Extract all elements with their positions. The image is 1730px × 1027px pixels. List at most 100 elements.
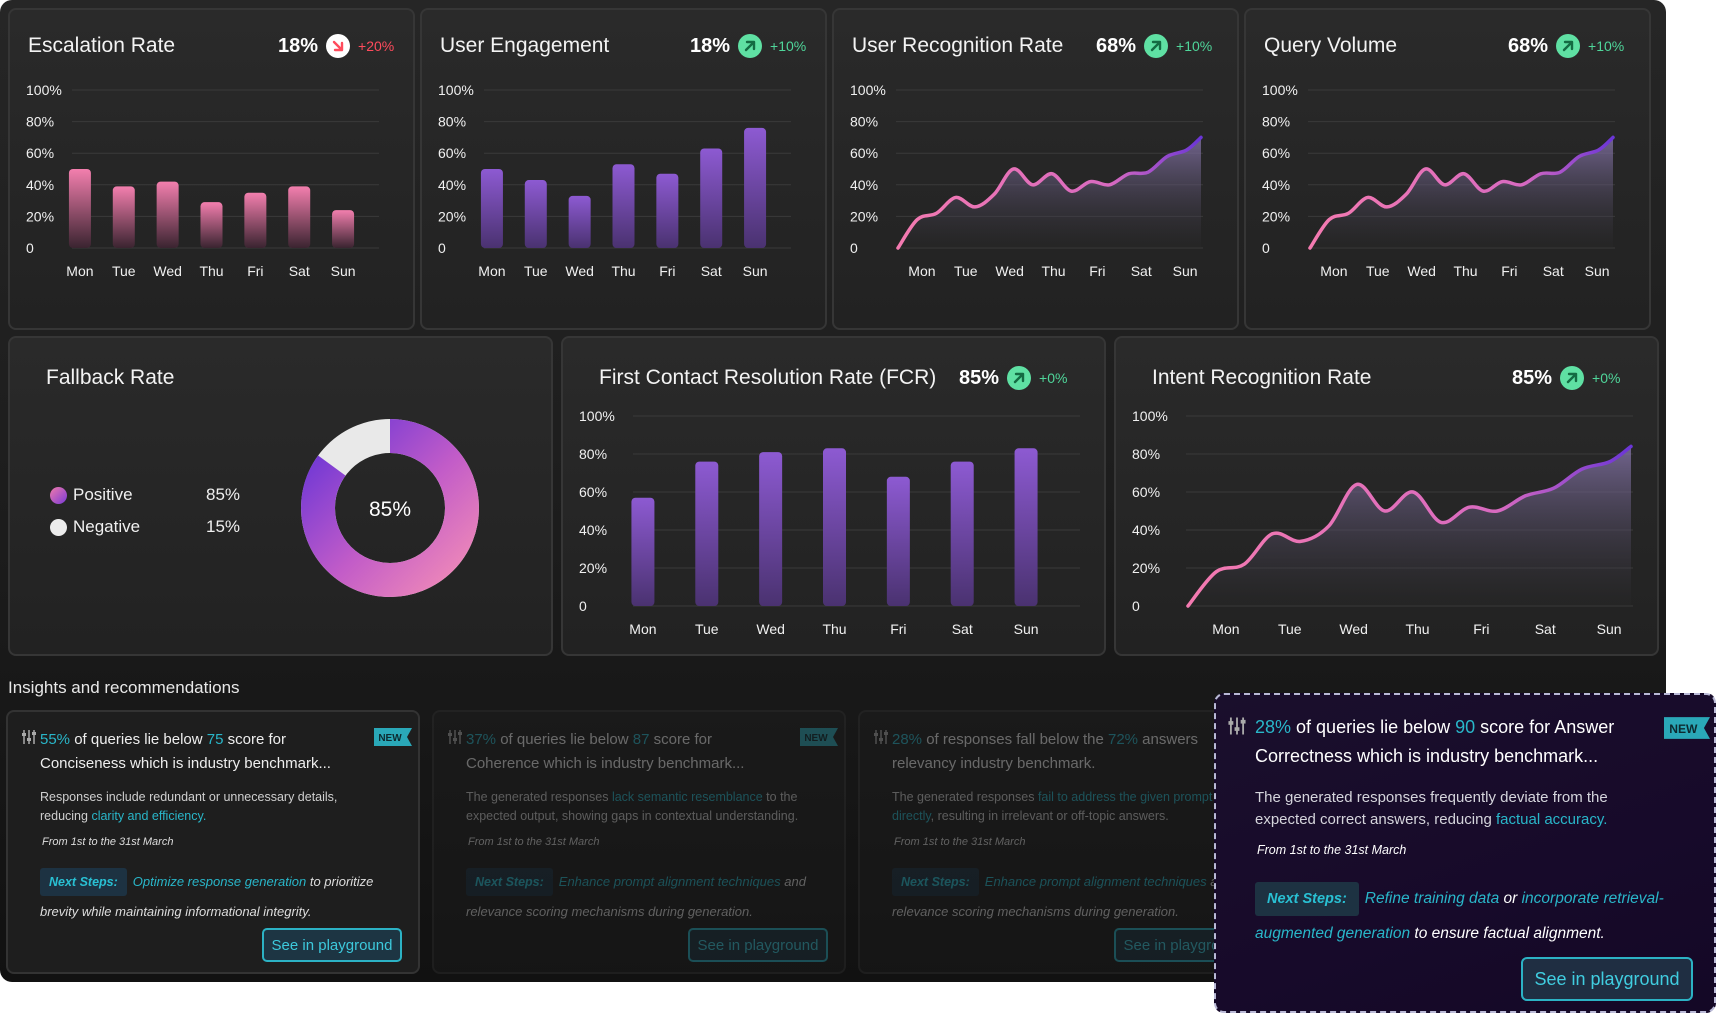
y-tick-label: 40% [26,177,54,193]
insight-headline: 28% of queries lie below 90 score for An… [1255,713,1655,771]
insight-next-steps: Next Steps: Enhance prompt alignment tech… [892,867,1252,927]
insight-body-text: , resulting in irrelevant or off-topic a… [930,809,1169,823]
trend-up-icon [738,34,763,58]
y-tick-label: 100% [26,82,62,98]
y-tick-label: 0 [26,240,34,256]
y-tick-label: 0 [1262,240,1270,256]
card-user-engagement: User Engagement 18% +10% 100% 80% 60% 40% 20… [420,8,827,330]
x-tick-label: Tue [524,263,548,279]
insights-heading: Insights and recommendations [8,678,240,697]
series-line [1308,135,1615,250]
insight-body-text: The generated responses [466,790,612,804]
card-title: Intent Recognition Rate [1152,366,1372,389]
next-step-highlight: Refine training data [1364,890,1500,907]
bar-tue [524,180,547,248]
insight-text: answers relevancy industry benchmark. [892,731,1199,772]
stat-delta: +0% [1039,370,1068,386]
x-tick-label: Tue [1366,263,1390,279]
insight-period: From 1st to the 31st March [1257,843,1407,857]
x-tick-label: Mon [908,263,935,279]
y-tick-label: 60% [850,145,878,161]
x-tick-label: Sat [1543,263,1564,279]
x-tick-label: Thu [1405,621,1429,637]
x-tick-label: Fri [1501,263,1517,279]
card-fcr: First Contact Resolution Rate (FCR) 85% … [561,336,1106,656]
insight-text: of responses fall below the [922,731,1108,748]
insight-text: score for Coherence which is industry be… [466,731,745,772]
y-tick-label: 60% [579,484,607,500]
x-tick-label: Mon [1320,263,1347,279]
insight-text: score for Conciseness which is industry … [40,731,331,772]
new-badge: NEW [1664,717,1710,739]
stat-delta: +10% [1588,38,1625,54]
see-in-playground-button[interactable]: See in playground [262,928,402,962]
y-tick-label: 20% [1262,208,1290,224]
insight-card-answer-correctness: 28% of queries lie below 90 score for An… [1214,693,1716,1013]
card-fallback-rate: Fallback Rate Positive 85% Negative 15% … [8,336,553,656]
see-in-playground-button[interactable]: See in playground [688,928,828,962]
bar-mon [68,169,91,248]
bar-wed [156,181,179,248]
legend-pct: 85% [206,485,241,504]
x-tick-label: Wed [1407,263,1436,279]
insight-score: 75 [206,731,224,748]
x-tick-label: Fri [890,621,906,637]
x-tick-label: Mon [66,263,93,279]
next-step-text: and relevance scoring mechanisms during … [466,874,806,919]
x-tick-label: Sat [289,263,310,279]
insight-score: 90 [1455,717,1476,737]
see-in-playground-button[interactable]: See in playground [1521,957,1693,1001]
x-tick-label: Thu [1041,263,1065,279]
escalation-bar-chart: 100% 80% 60% 40% 20% 0 Mon Tue Wed Thu Fri Sat Sun [26,82,379,279]
y-tick-label: 0 [1132,598,1140,614]
bar-tue [112,186,135,248]
stat-delta: +10% [1176,38,1213,54]
card-escalation-rate: Escalation Rate 18% +20% 100% 80% 60% 40% 20… [8,8,415,330]
y-tick-label: 80% [579,446,607,462]
dashboard: Escalation Rate 18% +20% 100% 80% 60% 40% 20… [0,0,1666,982]
insight-text: score for Answer Correctness which is in… [1255,717,1615,766]
query-volume-area-chart: 100% 80% 60% 40% 20% 0 Mon Tue Wed Thu Fri Sat Sun [1262,82,1615,279]
bar-fri [656,173,679,248]
insight-period: From 1st to the 31st March [468,836,600,848]
x-tick-label: Wed [1339,621,1368,637]
next-steps-label: Next Steps: [466,868,553,896]
filter-sliders-icon [1228,717,1246,735]
x-tick-label: Thu [199,263,223,279]
card-title: First Contact Resolution Rate (FCR) [599,366,937,389]
trend-up-icon [1007,366,1032,390]
card-stat: 68% +10% [1096,34,1212,58]
next-steps-label: Next Steps: [892,868,979,896]
x-tick-label: Sat [1535,621,1556,637]
area-fill [898,137,1201,248]
bar-thu [612,164,635,248]
bar-sun [744,127,767,248]
x-tick-label: Thu [611,263,635,279]
series-line [1186,444,1633,608]
y-tick-label: 100% [1132,408,1168,424]
legend-negative-swatch [50,518,67,536]
stat-delta: +20% [358,38,395,54]
svg-text:NEW: NEW [804,733,828,744]
filter-sliders-icon [22,730,36,744]
y-tick-label: 20% [438,208,466,224]
x-tick-label: Sat [952,621,973,637]
insight-text: of queries lie below [70,731,207,748]
next-step-text: to ensure factual alignment. [1410,925,1605,942]
card-title: User Recognition Rate [852,34,1064,57]
engagement-bar-chart: 100% 80% 60% 40% 20% 0 Mon Tue Wed Thu Fri Sat Sun [438,82,791,279]
y-tick-label: 60% [26,145,54,161]
legend-negative: Negative [50,517,140,537]
bar-fri [244,192,267,248]
y-tick-label: 40% [1132,522,1160,538]
x-tick-label: Sun [1585,263,1610,279]
insight-text: of queries lie below [1291,717,1456,737]
y-tick-label: 20% [26,208,54,224]
bar-sun [1014,448,1038,606]
x-tick-label: Sun [1173,263,1198,279]
insight-card-coherence: 37% of queries lie below 87 score for Co… [432,710,846,974]
insight-next-steps: Next Steps: Enhance prompt alignment tech… [466,867,826,927]
insight-body-highlight: fail to address the given prompt directl… [892,790,1213,823]
insight-score: 72% [1107,731,1139,748]
bar-sat [700,148,723,248]
